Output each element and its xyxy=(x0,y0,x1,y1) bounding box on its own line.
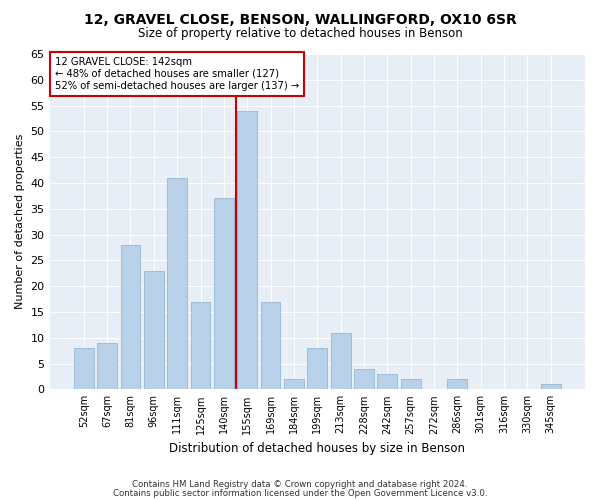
Bar xyxy=(144,270,164,390)
Text: Contains public sector information licensed under the Open Government Licence v3: Contains public sector information licen… xyxy=(113,488,487,498)
Text: Size of property relative to detached houses in Benson: Size of property relative to detached ho… xyxy=(137,28,463,40)
Bar xyxy=(401,379,421,390)
Bar xyxy=(214,198,234,390)
Text: 12 GRAVEL CLOSE: 142sqm
← 48% of detached houses are smaller (127)
52% of semi-d: 12 GRAVEL CLOSE: 142sqm ← 48% of detache… xyxy=(55,58,299,90)
Text: Contains HM Land Registry data © Crown copyright and database right 2024.: Contains HM Land Registry data © Crown c… xyxy=(132,480,468,489)
Bar xyxy=(307,348,327,390)
Y-axis label: Number of detached properties: Number of detached properties xyxy=(15,134,25,310)
Bar xyxy=(238,110,257,390)
Bar xyxy=(377,374,397,390)
Bar xyxy=(260,302,280,390)
Text: 12, GRAVEL CLOSE, BENSON, WALLINGFORD, OX10 6SR: 12, GRAVEL CLOSE, BENSON, WALLINGFORD, O… xyxy=(83,12,517,26)
Bar xyxy=(354,368,374,390)
Bar xyxy=(74,348,94,390)
X-axis label: Distribution of detached houses by size in Benson: Distribution of detached houses by size … xyxy=(169,442,465,455)
Bar xyxy=(331,332,350,390)
Bar xyxy=(284,379,304,390)
Bar xyxy=(167,178,187,390)
Bar xyxy=(97,343,117,390)
Bar xyxy=(448,379,467,390)
Bar xyxy=(191,302,211,390)
Bar xyxy=(541,384,560,390)
Bar xyxy=(121,245,140,390)
